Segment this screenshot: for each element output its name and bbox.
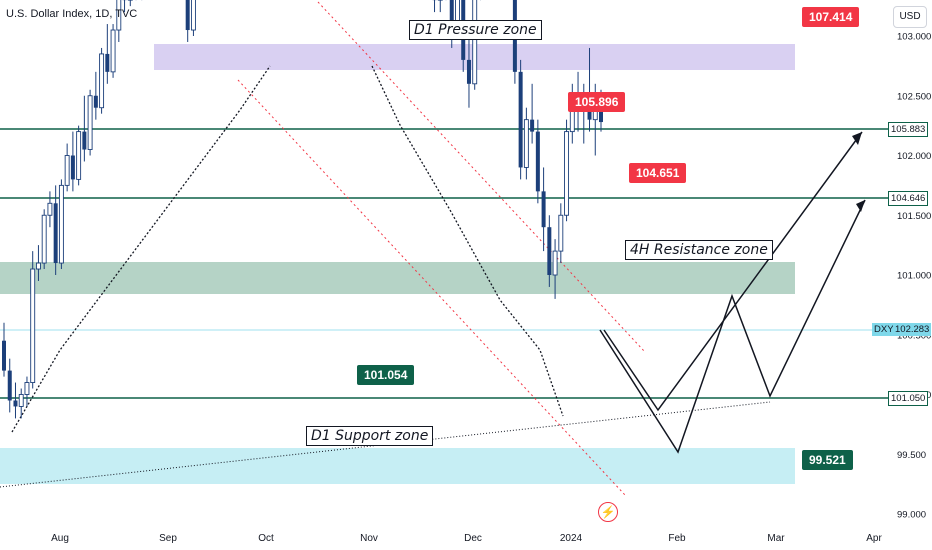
- candle: [547, 215, 552, 287]
- candle: [7, 358, 12, 413]
- y-tick-label: 102.000: [897, 151, 931, 162]
- y-tick-label: 99.500: [897, 450, 926, 461]
- candle: [535, 119, 540, 204]
- callout-99521: 99.521: [802, 450, 853, 470]
- axis-tag-104646: 104.646: [888, 191, 929, 206]
- candle: [127, 0, 133, 7]
- x-tick-label: Sep: [159, 533, 177, 544]
- candle: [541, 167, 546, 252]
- y-tick-label: 102.500: [897, 91, 931, 102]
- candle: [105, 24, 110, 84]
- symbol-tag: DXY: [872, 323, 896, 336]
- candle: [558, 203, 564, 264]
- candle: [523, 107, 529, 180]
- candle: [47, 191, 53, 228]
- candle: [18, 388, 24, 419]
- candle: [30, 251, 36, 389]
- x-tick-label: Mar: [767, 533, 785, 544]
- candle: [110, 24, 116, 78]
- arrowhead-a: [856, 200, 865, 212]
- candle: [432, 0, 437, 13]
- x-tick-label: Aug: [51, 533, 69, 544]
- candle: [564, 119, 570, 222]
- y-tick-label: 103.000: [897, 32, 931, 43]
- candle: [99, 47, 105, 114]
- x-tick-label: 2024: [560, 533, 583, 544]
- candle: [518, 59, 523, 180]
- candle: [185, 0, 190, 42]
- candle: [530, 83, 535, 144]
- callout-101054: 101.054: [357, 365, 415, 385]
- candle: [552, 239, 558, 299]
- lightning-icon[interactable]: ⚡: [598, 502, 618, 522]
- axis-tag-101050: 101.050: [888, 391, 929, 406]
- chart-title: U.S. Dollar Index, 1D, TVC: [6, 8, 138, 20]
- candle: [64, 143, 70, 192]
- x-tick-label: Apr: [866, 533, 882, 544]
- callout-104651: 104.651: [629, 163, 687, 183]
- callout-105896: 105.896: [568, 92, 626, 112]
- candle: [116, 0, 122, 42]
- y-tick-label: 101.000: [897, 271, 931, 282]
- price-tag: 102.283: [893, 323, 932, 336]
- candle: [2, 322, 6, 377]
- candle: [76, 125, 82, 186]
- currency-selector[interactable]: USD: [893, 6, 927, 28]
- candle: [190, 0, 196, 36]
- candle: [41, 209, 47, 270]
- candle: [437, 0, 443, 13]
- candle: [24, 376, 30, 407]
- pressure-zone-label: D1 Pressure zone: [409, 20, 542, 40]
- resistance-zone: [0, 262, 795, 294]
- candle: [82, 95, 87, 162]
- projection-path-b: [603, 131, 863, 412]
- support-zone-label: D1 Support zone: [306, 426, 434, 446]
- uptrend-line: [11, 65, 271, 433]
- y-tick-label: 101.500: [897, 211, 931, 222]
- projection-path-a: [599, 199, 866, 454]
- resistance-zone-label: 4H Resistance zone: [625, 240, 773, 260]
- candle: [53, 185, 58, 275]
- candle: [35, 245, 41, 281]
- candle: [93, 71, 98, 120]
- x-tick-label: Oct: [258, 533, 274, 544]
- axis-tag-105883: 105.883: [888, 122, 929, 137]
- candle: [472, 0, 478, 90]
- candle: [512, 0, 517, 84]
- candle: [466, 36, 471, 108]
- candle: [70, 131, 75, 192]
- candle: [122, 0, 127, 13]
- x-tick-label: Nov: [360, 533, 378, 544]
- y-axis: 107.500107.000106.500106.000105.500105.0…: [897, 32, 931, 521]
- x-axis: Aug Sep Oct Nov Dec 2024 Feb Mar Apr: [51, 533, 882, 544]
- candles-group: [2, 0, 603, 419]
- x-tick-label: Feb: [668, 533, 686, 544]
- y-tick-label: 99.000: [897, 510, 926, 521]
- candle: [87, 89, 93, 156]
- x-tick-label: Dec: [464, 533, 482, 544]
- candle: [13, 382, 18, 419]
- downtrend-line: [371, 65, 564, 417]
- candle: [58, 179, 64, 270]
- arrowhead-b: [852, 132, 862, 145]
- callout-107414: 107.414: [802, 7, 860, 27]
- support-zone: [0, 448, 795, 484]
